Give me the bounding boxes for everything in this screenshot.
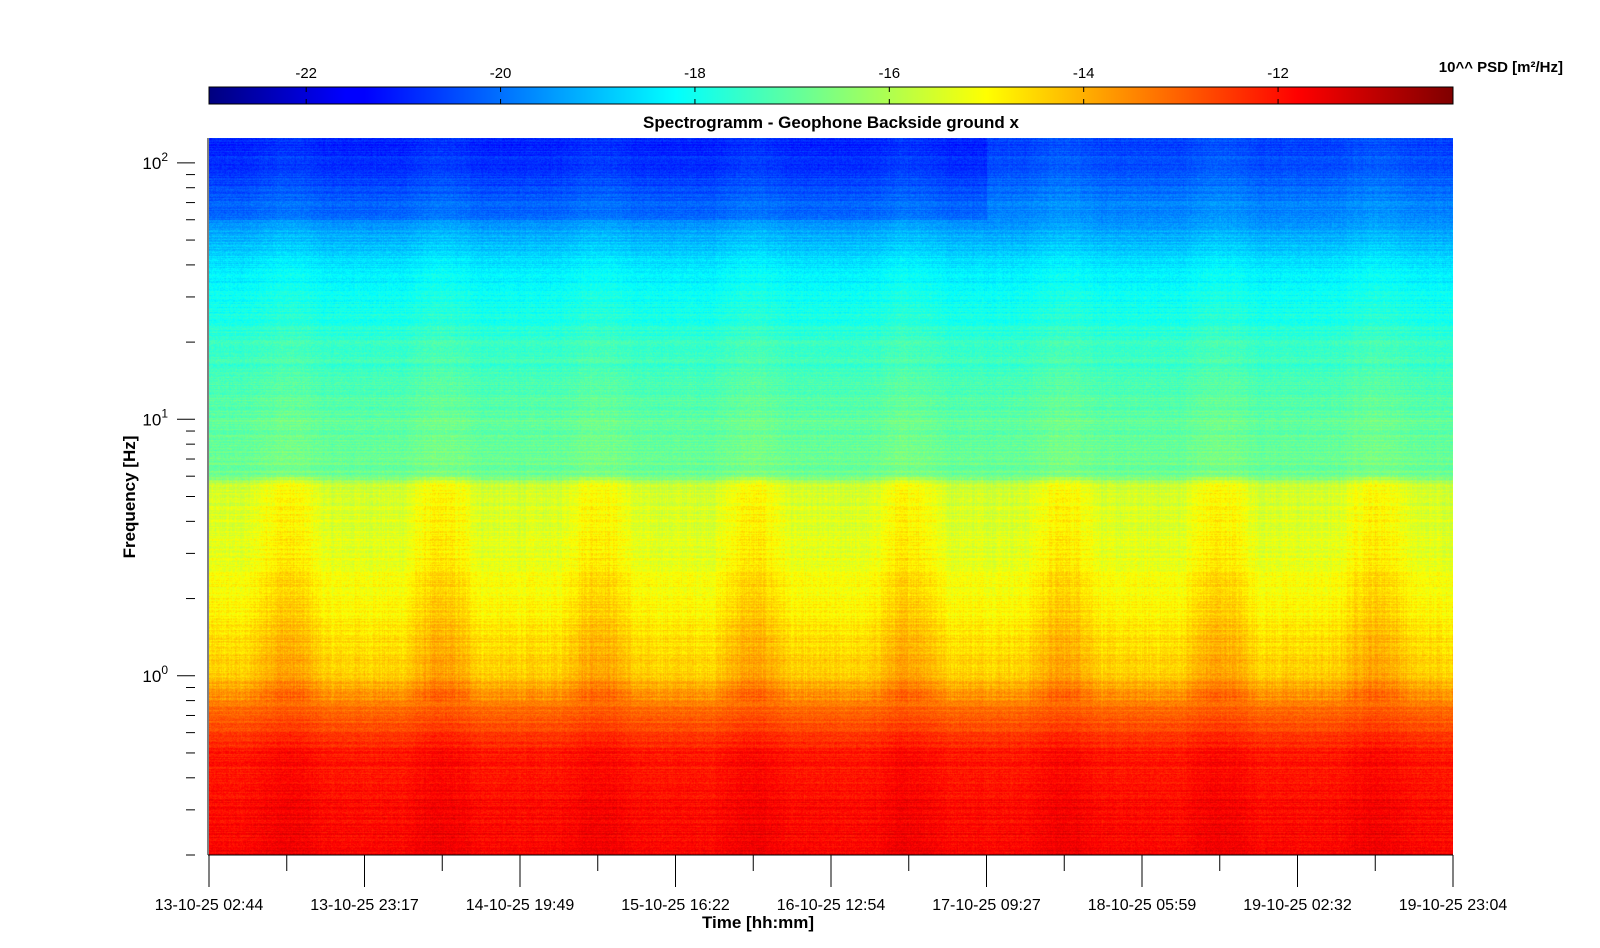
x-tick-label: 19-10-25 23:04 (1399, 897, 1508, 914)
x-axis-label: Time [hh:mm] (702, 913, 814, 932)
spectrogram-heatmap (209, 138, 1453, 855)
y-tick-labels: 100 101 102 (142, 150, 168, 686)
chart-title: Spectrogramm - Geophone Backside ground … (643, 113, 1020, 132)
colorbar-ticks: -22 -20 -18 -16 -14 -12 (295, 65, 1289, 104)
x-tick-label: 17-10-25 09:27 (932, 897, 1041, 914)
colorbar: -22 -20 -18 -16 -14 -12 10^^ PSD [m²/Hz] (208, 59, 1563, 105)
y-ticks (177, 162, 195, 856)
colorbar-tick-label: -16 (878, 65, 900, 82)
colorbar-tick-label: -14 (1073, 65, 1095, 82)
x-tick-label: 15-10-25 16:22 (621, 897, 730, 914)
x-tick-label: 13-10-25 02:44 (155, 897, 264, 914)
y-tick-label: 101 (142, 406, 168, 429)
x-tick-labels: 13-10-25 02:44 13-10-25 23:17 14-10-25 19:… (155, 897, 1508, 914)
x-tick-label: 13-10-25 23:17 (310, 897, 419, 914)
colorbar-tick-label: -12 (1267, 65, 1289, 82)
colorbar-tick-label: -22 (295, 65, 317, 82)
colorbar-tick-label: -18 (684, 65, 706, 82)
y-axis-label: Frequency [Hz] (120, 436, 139, 559)
x-axis: 13-10-25 02:44 13-10-25 23:17 14-10-25 19:… (155, 854, 1508, 932)
colorbar-tick-label: -20 (490, 65, 512, 82)
colorbar-gradient (208, 86, 1454, 105)
x-tick-label: 16-10-25 12:54 (777, 897, 886, 914)
colorbar-label: 10^^ PSD [m²/Hz] (1439, 59, 1563, 76)
x-tick-label: 14-10-25 19:49 (466, 897, 575, 914)
x-tick-label: 19-10-25 02:32 (1243, 897, 1352, 914)
x-ticks (208, 855, 1454, 887)
x-tick-label: 18-10-25 05:59 (1088, 897, 1197, 914)
y-axis: 100 101 102 Frequency [Hz] (120, 138, 209, 856)
y-tick-label: 100 (142, 663, 168, 686)
y-tick-label: 102 (142, 150, 168, 173)
plot-area (209, 138, 1453, 855)
